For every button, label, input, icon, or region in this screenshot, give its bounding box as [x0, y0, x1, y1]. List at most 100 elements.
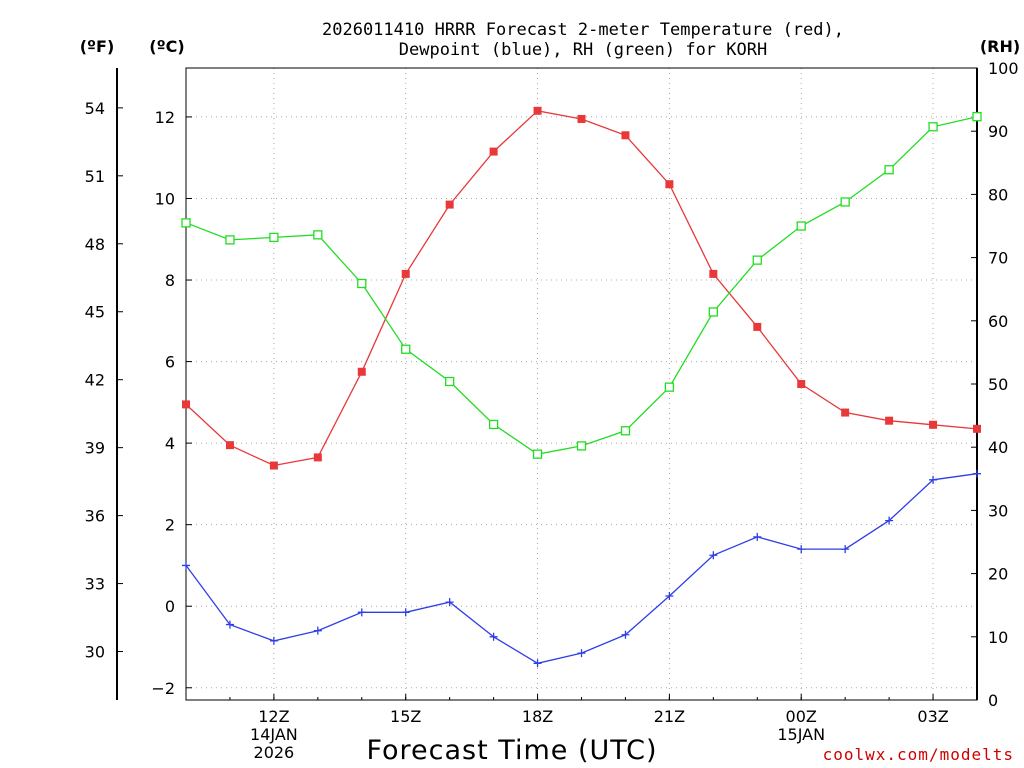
2-meter-temperature-point — [665, 180, 674, 189]
fahrenheit-tick-label: 36 — [85, 507, 105, 526]
2-meter-temperature-point — [313, 453, 322, 462]
rh-point — [532, 449, 543, 459]
rh-point — [269, 232, 279, 243]
celsius-tick-label: 10 — [155, 189, 175, 208]
dewpoint-point — [533, 659, 542, 668]
celsius-tick-label: 8 — [165, 271, 175, 290]
rh-point — [664, 382, 675, 392]
rh-tick-label: 60 — [988, 312, 1008, 331]
celsius-tick-label: 2 — [165, 516, 175, 535]
dewpoint-line — [185, 473, 978, 664]
rh-tick-label: 10 — [988, 628, 1008, 647]
2-meter-temperature-line — [185, 110, 978, 467]
dewpoint-point — [401, 608, 410, 617]
data-series — [181, 106, 982, 668]
dewpoint-point — [182, 561, 190, 570]
celsius-tick-label: 0 — [165, 597, 175, 616]
2-meter-temperature-point — [269, 461, 278, 470]
rh-tick-label: 70 — [988, 249, 1008, 268]
2-meter-temperature-point — [577, 114, 586, 123]
fahrenheit-tick-label: 48 — [85, 235, 105, 254]
rh-point — [708, 307, 718, 317]
2-meter-temperature-point — [885, 416, 894, 425]
x-tick-label: 21Z — [654, 707, 685, 726]
rh-point — [313, 230, 323, 240]
rh-point — [401, 344, 411, 354]
dewpoint-point — [225, 620, 234, 629]
dewpoint-point — [577, 649, 586, 658]
dewpoint-point — [357, 608, 366, 617]
chart-title-line-2: Dewpoint (blue), RH (green) for KORH — [399, 40, 767, 60]
dewpoint-point — [753, 532, 762, 541]
x-tick-label: 00Z — [786, 707, 817, 726]
rh-point — [928, 122, 938, 132]
rh-tick-label: 90 — [988, 122, 1008, 141]
x-axis-label: Forecast Time (UTC) — [366, 735, 657, 766]
dewpoint-point — [929, 475, 938, 484]
dewpoint-point — [313, 626, 322, 635]
fahrenheit-tick-label: 33 — [85, 575, 105, 594]
rh-point — [884, 165, 894, 175]
2-meter-temperature-point — [929, 420, 938, 429]
2-meter-temperature-point — [973, 424, 981, 433]
rh-tick-label: 80 — [988, 185, 1008, 204]
celsius-tick-label: 12 — [155, 108, 175, 127]
plot-frame — [185, 67, 978, 701]
rh-point — [488, 419, 499, 430]
dewpoint-point — [841, 545, 850, 554]
axes — [116, 67, 978, 701]
rh-point — [796, 221, 806, 231]
rh-point — [972, 112, 982, 122]
x-tick-label: 2026 — [254, 743, 295, 762]
fahrenheit-tick-label: 39 — [85, 439, 105, 458]
celsius-tick-label: 6 — [165, 353, 175, 372]
2-meter-temperature-point — [182, 400, 190, 409]
x-tick-label: 15Z — [390, 707, 421, 726]
2-meter-temperature-point — [841, 408, 850, 417]
rh-point — [181, 218, 191, 228]
x-tick-label: 15JAN — [777, 725, 825, 744]
source-credit: coolwx.com/modelts — [823, 745, 1014, 764]
2-meter-temperature-point — [357, 367, 366, 376]
x-tick-label: 18Z — [522, 707, 553, 726]
2-meter-temperature-point — [753, 322, 762, 331]
celsius-tick-label: −2 — [151, 679, 175, 698]
rh-point — [445, 376, 455, 387]
dewpoint-point — [709, 551, 718, 560]
2-meter-temperature-point — [489, 147, 498, 156]
dewpoint-point — [665, 592, 674, 601]
rh-point — [225, 235, 235, 245]
rh-tick-label: 40 — [988, 438, 1008, 457]
dewpoint-point — [489, 632, 498, 641]
rh-tick-label: 20 — [988, 565, 1008, 584]
gridlines — [186, 68, 977, 700]
rh-tick-label: 30 — [988, 501, 1008, 520]
fahrenheit-tick-label: 54 — [85, 99, 105, 118]
dewpoint-point — [797, 545, 806, 554]
2-meter-temperature-point — [401, 269, 410, 278]
celsius-unit-label: (ºC) — [149, 37, 184, 56]
fahrenheit-tick-label: 45 — [85, 303, 105, 322]
2-meter-temperature-point — [621, 131, 630, 140]
celsius-tick-label: 4 — [165, 434, 175, 453]
fahrenheit-tick-label: 30 — [85, 643, 105, 662]
dewpoint-point — [445, 598, 454, 607]
2-meter-temperature-point — [225, 441, 234, 450]
x-tick-label: 14JAN — [250, 725, 298, 744]
2-meter-temperature-point — [445, 200, 454, 209]
dewpoint-point — [269, 636, 278, 645]
2-meter-temperature-point — [533, 106, 542, 115]
rh-point — [840, 197, 850, 207]
rh-line — [185, 116, 978, 455]
dewpoint-point — [973, 469, 981, 478]
x-tick-label: 12Z — [258, 707, 289, 726]
dewpoint-point — [885, 516, 894, 525]
chart-title-line-1: 2026011410 HRRR Forecast 2-meter Tempera… — [322, 20, 844, 40]
2-meter-temperature-point — [797, 380, 806, 388]
rh-tick-label: 100 — [988, 59, 1019, 78]
dewpoint-point — [621, 630, 630, 639]
fahrenheit-tick-label: 42 — [85, 371, 105, 390]
x-tick-label: 03Z — [917, 707, 948, 726]
